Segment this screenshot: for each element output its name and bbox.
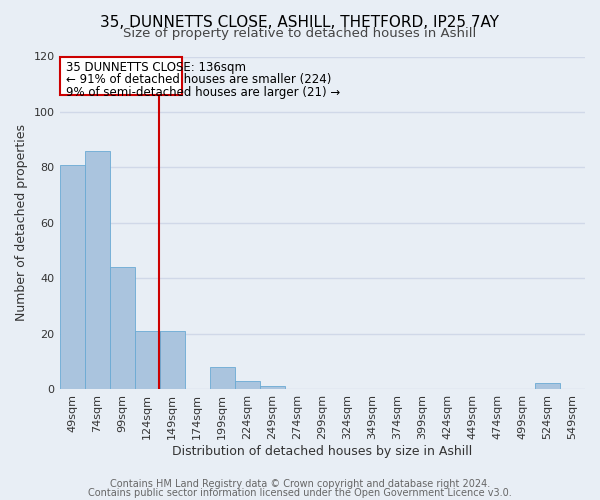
Y-axis label: Number of detached properties: Number of detached properties: [15, 124, 28, 321]
FancyBboxPatch shape: [60, 56, 182, 96]
X-axis label: Distribution of detached houses by size in Ashill: Distribution of detached houses by size …: [172, 444, 472, 458]
Bar: [85, 150, 110, 389]
Bar: [235, 380, 260, 389]
Bar: [59, 164, 85, 389]
Text: ← 91% of detached houses are smaller (224): ← 91% of detached houses are smaller (22…: [66, 73, 332, 86]
Text: 9% of semi-detached houses are larger (21) →: 9% of semi-detached houses are larger (2…: [66, 86, 340, 98]
Bar: [260, 386, 285, 389]
Text: Contains HM Land Registry data © Crown copyright and database right 2024.: Contains HM Land Registry data © Crown c…: [110, 479, 490, 489]
Text: 35, DUNNETTS CLOSE, ASHILL, THETFORD, IP25 7AY: 35, DUNNETTS CLOSE, ASHILL, THETFORD, IP…: [101, 15, 499, 30]
Bar: [110, 267, 134, 389]
Bar: [209, 367, 235, 389]
Bar: [535, 384, 560, 389]
Text: Contains public sector information licensed under the Open Government Licence v3: Contains public sector information licen…: [88, 488, 512, 498]
Text: Size of property relative to detached houses in Ashill: Size of property relative to detached ho…: [124, 28, 476, 40]
Bar: [134, 331, 160, 389]
Text: 35 DUNNETTS CLOSE: 136sqm: 35 DUNNETTS CLOSE: 136sqm: [66, 60, 246, 74]
Bar: [160, 331, 185, 389]
